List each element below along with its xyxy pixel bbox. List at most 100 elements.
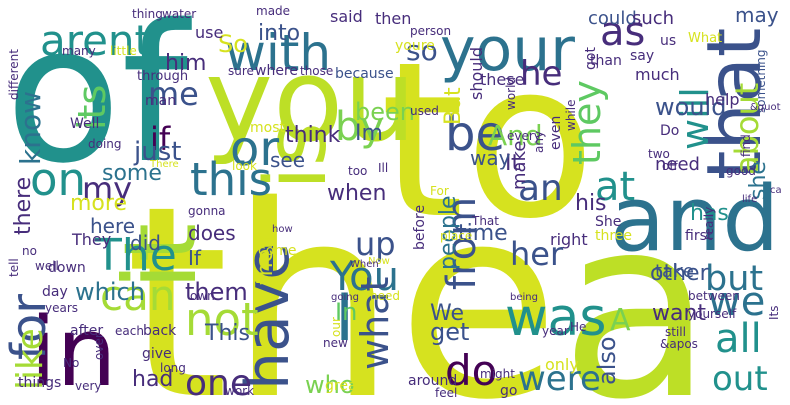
word-before: before bbox=[412, 205, 428, 250]
word-so: so bbox=[406, 34, 438, 67]
word-to: to bbox=[380, 15, 596, 266]
word-arent: arent bbox=[40, 16, 151, 65]
word-may: may bbox=[735, 3, 779, 27]
word-if: if bbox=[150, 120, 171, 158]
word-you: you bbox=[205, 34, 416, 168]
word-well: well bbox=[35, 259, 59, 273]
word-this: this bbox=[190, 153, 272, 206]
word-while: while bbox=[564, 100, 578, 131]
word-doing: doing bbox=[88, 137, 122, 151]
word-see: see bbox=[270, 148, 305, 172]
word-time: time bbox=[458, 221, 508, 246]
word-than: than bbox=[590, 53, 622, 69]
word-a: a bbox=[560, 163, 713, 405]
word-year: year bbox=[542, 324, 569, 338]
word-say: say bbox=[630, 48, 654, 64]
word-need: need bbox=[370, 289, 400, 303]
word-really: really bbox=[702, 207, 716, 240]
word-which: which bbox=[75, 278, 145, 306]
word-those: those bbox=[300, 64, 333, 78]
word-with: with bbox=[225, 24, 331, 82]
word-new: new bbox=[323, 336, 348, 350]
word-still: still bbox=[665, 325, 686, 339]
word-such: such bbox=[632, 8, 674, 29]
word-were: were bbox=[518, 359, 601, 399]
word-he: he bbox=[520, 54, 562, 94]
word-as: as bbox=[600, 9, 645, 55]
word-life: life bbox=[742, 194, 757, 205]
word-our: our bbox=[329, 317, 343, 337]
word-thing: thing bbox=[132, 7, 163, 21]
word-off: off bbox=[662, 159, 678, 173]
word-its: Its bbox=[767, 306, 781, 321]
word-and: and bbox=[610, 167, 779, 272]
word-too: too bbox=[348, 164, 367, 178]
word-around: around bbox=[408, 373, 457, 389]
word-person: person bbox=[410, 24, 451, 38]
word-that: That bbox=[471, 214, 499, 228]
word-more: more bbox=[70, 191, 127, 216]
word-no: no bbox=[22, 244, 37, 258]
word-each: each bbox=[115, 324, 144, 338]
word-every: every bbox=[507, 129, 541, 143]
word-all: all bbox=[715, 316, 762, 362]
word-three: three bbox=[595, 228, 632, 244]
word-there: there bbox=[11, 177, 36, 235]
word-of: of bbox=[5, 0, 192, 205]
word-that: that bbox=[690, 28, 778, 180]
word-she: she bbox=[746, 161, 771, 200]
word-an: an bbox=[518, 168, 563, 209]
word-her: her bbox=[510, 235, 564, 273]
word-different: different bbox=[7, 49, 21, 100]
word-was: was bbox=[505, 288, 607, 348]
word-feel: feel bbox=[435, 386, 457, 400]
word-ill: Ill bbox=[378, 161, 388, 175]
word-years: years bbox=[45, 301, 78, 315]
word-this: This bbox=[204, 321, 250, 346]
word-your: your bbox=[440, 15, 575, 85]
word-how: how bbox=[272, 224, 293, 235]
word-there: There bbox=[149, 159, 179, 170]
word-we: We bbox=[430, 301, 464, 326]
word-now: Now bbox=[368, 256, 390, 267]
word-being: being bbox=[510, 292, 538, 303]
word-give: give bbox=[142, 346, 172, 362]
word-people: people bbox=[436, 195, 461, 270]
word-these: these bbox=[480, 70, 524, 89]
word-when: when bbox=[327, 181, 386, 206]
word-could: could bbox=[588, 8, 637, 29]
word-by: by bbox=[335, 104, 384, 150]
word-sure: sure bbox=[228, 64, 254, 78]
word-so: So bbox=[218, 30, 248, 58]
word-the: The bbox=[94, 230, 177, 281]
word-about: about bbox=[728, 83, 766, 175]
word-here: here bbox=[90, 214, 135, 238]
word-used: used bbox=[410, 104, 439, 118]
word-at: at bbox=[595, 164, 635, 210]
word-man: man bbox=[145, 93, 176, 109]
word-from: from bbox=[439, 197, 485, 290]
word-make: make bbox=[509, 141, 530, 190]
word-you: You bbox=[329, 254, 399, 300]
word-would: would bbox=[655, 93, 726, 121]
word-i: I bbox=[335, 281, 354, 356]
word-through: through bbox=[137, 69, 188, 84]
word-way: way bbox=[470, 146, 511, 170]
word-also: also bbox=[593, 336, 621, 385]
word-it: It bbox=[505, 151, 520, 176]
word-very: very bbox=[75, 379, 102, 393]
word-in: in bbox=[30, 298, 117, 405]
word-gonna: gonna bbox=[188, 204, 226, 218]
word-some: some bbox=[102, 161, 162, 186]
word-a: A bbox=[610, 303, 631, 338]
word-take: take bbox=[655, 261, 694, 282]
word-need: need bbox=[655, 154, 700, 175]
word-got: got bbox=[583, 47, 599, 70]
word-im: Im bbox=[355, 121, 383, 146]
word-water: water bbox=[162, 7, 196, 21]
word-want: want bbox=[652, 301, 706, 326]
word-because: because bbox=[335, 66, 394, 82]
word-most: most bbox=[250, 120, 285, 136]
word-me: me bbox=[148, 75, 199, 113]
